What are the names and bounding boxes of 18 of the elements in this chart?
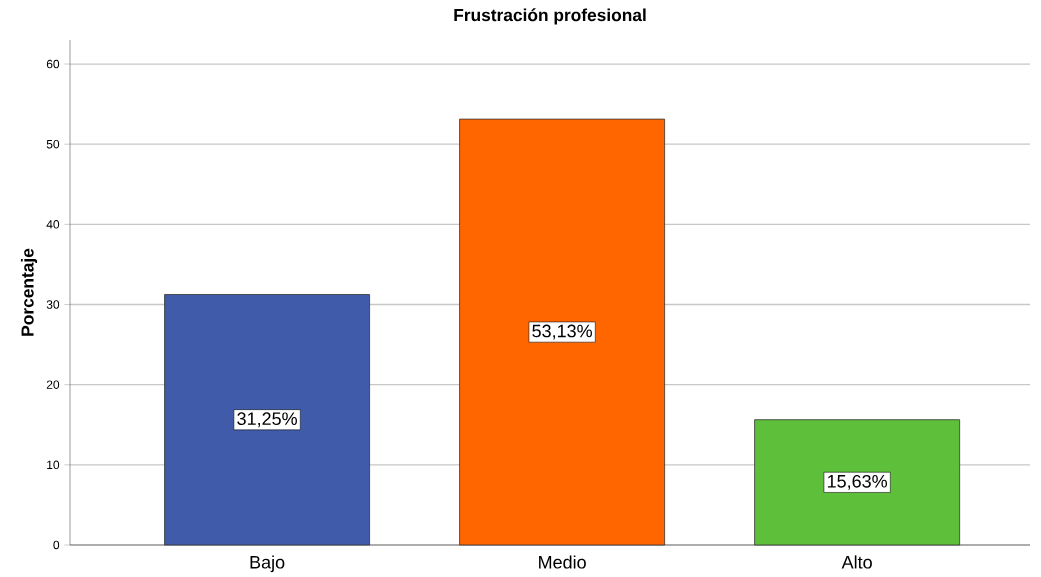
data-label: 31,25% [237, 412, 297, 428]
y-tick-label: 40 [46, 220, 60, 229]
y-tick-label: 20 [46, 380, 60, 390]
x-tick-label: Bajo [250, 555, 285, 573]
bar [459, 118, 666, 546]
y-tick-label: 60 [46, 59, 60, 69]
data-label: 53,13% [532, 324, 592, 340]
bar [164, 294, 370, 546]
y-tick-label: 10 [47, 460, 60, 470]
y-tick-label: 0 [53, 540, 60, 550]
y-tick-label: 30 [46, 300, 60, 309]
bar [754, 419, 961, 546]
chart-title: Frustración profesional [454, 8, 646, 25]
data-label: 15,63% [827, 475, 887, 490]
x-tick-label: Medio [539, 555, 586, 569]
y-axis-title: Porcentaje [20, 248, 38, 336]
x-tick-label: Alto [841, 555, 872, 569]
y-tick-label: 50 [46, 140, 60, 149]
